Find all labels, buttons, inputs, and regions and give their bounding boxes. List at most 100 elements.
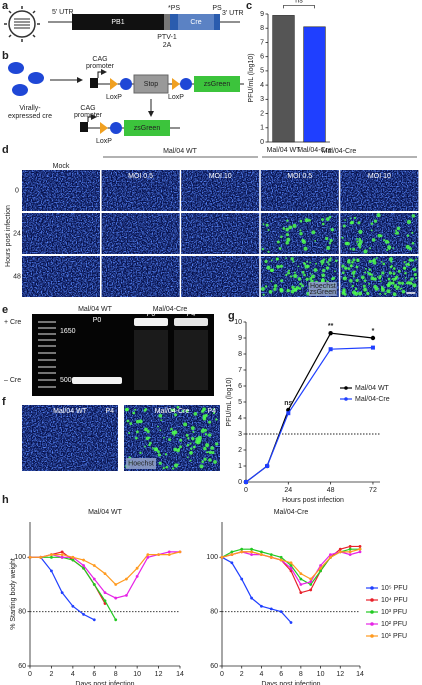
green-cell <box>160 419 163 422</box>
point <box>370 335 376 341</box>
legend-marker <box>344 386 348 390</box>
point <box>265 464 270 468</box>
point <box>328 347 333 352</box>
green-cell <box>176 405 180 409</box>
x-tick-label: 6 <box>279 671 283 678</box>
green-cell <box>168 438 172 442</box>
green-cell <box>342 224 346 228</box>
green-cell <box>415 277 418 279</box>
cre-label: Cre <box>190 19 201 26</box>
green-cell <box>369 273 373 276</box>
green-cell <box>151 447 154 449</box>
green-cell <box>370 229 373 232</box>
green-cell <box>280 279 284 283</box>
green-cell <box>368 268 372 271</box>
stop-label: Stop <box>144 81 159 88</box>
green-cell <box>189 451 193 455</box>
green-cell <box>346 241 350 246</box>
pb1-box <box>72 14 164 30</box>
x-tick-label: Mal/04-Cre <box>297 147 332 154</box>
green-cell <box>341 264 345 268</box>
green-cell <box>157 453 162 457</box>
green-cell <box>415 258 417 261</box>
green-cell <box>303 246 308 251</box>
green-cell <box>363 287 368 292</box>
point <box>250 547 253 551</box>
point <box>260 604 263 608</box>
green-cell <box>325 266 330 270</box>
green-cell <box>380 260 383 263</box>
green-cell <box>325 217 330 221</box>
green-cell <box>395 287 399 291</box>
green-cell <box>186 443 190 447</box>
panel-label: c <box>246 0 252 12</box>
green-cell <box>376 275 379 278</box>
green-cell <box>396 226 401 231</box>
green-cell <box>276 264 280 269</box>
green-cell <box>353 216 357 220</box>
x-tick-label: 2 <box>240 671 244 678</box>
green-cell <box>157 450 160 454</box>
green-cell <box>351 261 354 264</box>
point <box>279 555 283 559</box>
ps-label: *PS <box>168 5 180 12</box>
gel-band <box>72 377 122 384</box>
annotation: * <box>372 328 375 335</box>
green-cell <box>395 229 398 232</box>
group-label: Mal/04-Cre <box>322 148 357 155</box>
ps-label: PS <box>212 5 222 12</box>
x-tick-label: 10 <box>317 671 325 678</box>
green-cell <box>355 278 359 283</box>
passage-group: Mal/04-Cre <box>155 408 190 415</box>
green-cell <box>207 433 212 437</box>
point <box>240 550 244 554</box>
green-cell <box>276 240 280 244</box>
bracket <box>283 5 315 9</box>
panel-label: a <box>2 0 9 12</box>
point <box>230 550 234 554</box>
green-cell <box>402 266 407 270</box>
green-cell <box>328 258 332 262</box>
green-cell <box>157 425 159 428</box>
green-cell <box>392 267 396 270</box>
green-cell <box>301 270 305 274</box>
y-tick-label: 3 <box>238 431 242 438</box>
green-cell <box>201 460 204 464</box>
green-cell <box>293 271 296 274</box>
point <box>82 558 85 562</box>
green-cell <box>172 408 176 412</box>
promoter-label: promoter <box>86 63 115 70</box>
green-cell <box>394 232 397 235</box>
point <box>167 553 171 557</box>
green-cell <box>382 262 386 266</box>
green-cell <box>144 427 148 432</box>
lane-label: P4 <box>187 311 196 318</box>
point <box>250 550 253 554</box>
gel-group: Mal/04-Cre <box>153 306 188 313</box>
green-cell <box>261 247 264 251</box>
y-tick-label: 7 <box>260 39 264 46</box>
point <box>167 550 171 554</box>
y-tick-label: 4 <box>238 415 242 422</box>
y-tick-label: 100 <box>206 554 218 561</box>
point <box>103 599 107 603</box>
y-tick-label: 80 <box>210 609 218 616</box>
point <box>135 566 139 570</box>
legend-marker <box>370 598 374 602</box>
green-cell <box>321 218 325 222</box>
micrograph-texture <box>181 256 260 297</box>
x-tick-label: 12 <box>155 671 163 678</box>
moi-label: MOI 0.5 <box>287 173 312 180</box>
point <box>71 558 75 562</box>
passage-label: P4 <box>105 408 114 415</box>
green-cell <box>311 230 316 235</box>
green-cell <box>406 234 410 237</box>
moi-label: MOI 0.5 <box>128 173 153 180</box>
gel-band <box>174 318 208 326</box>
green-cell <box>204 433 208 436</box>
green-cell <box>370 222 374 226</box>
green-cell <box>376 213 381 218</box>
point <box>299 572 303 576</box>
micrograph-texture <box>101 170 180 211</box>
micrograph-texture <box>22 170 100 211</box>
